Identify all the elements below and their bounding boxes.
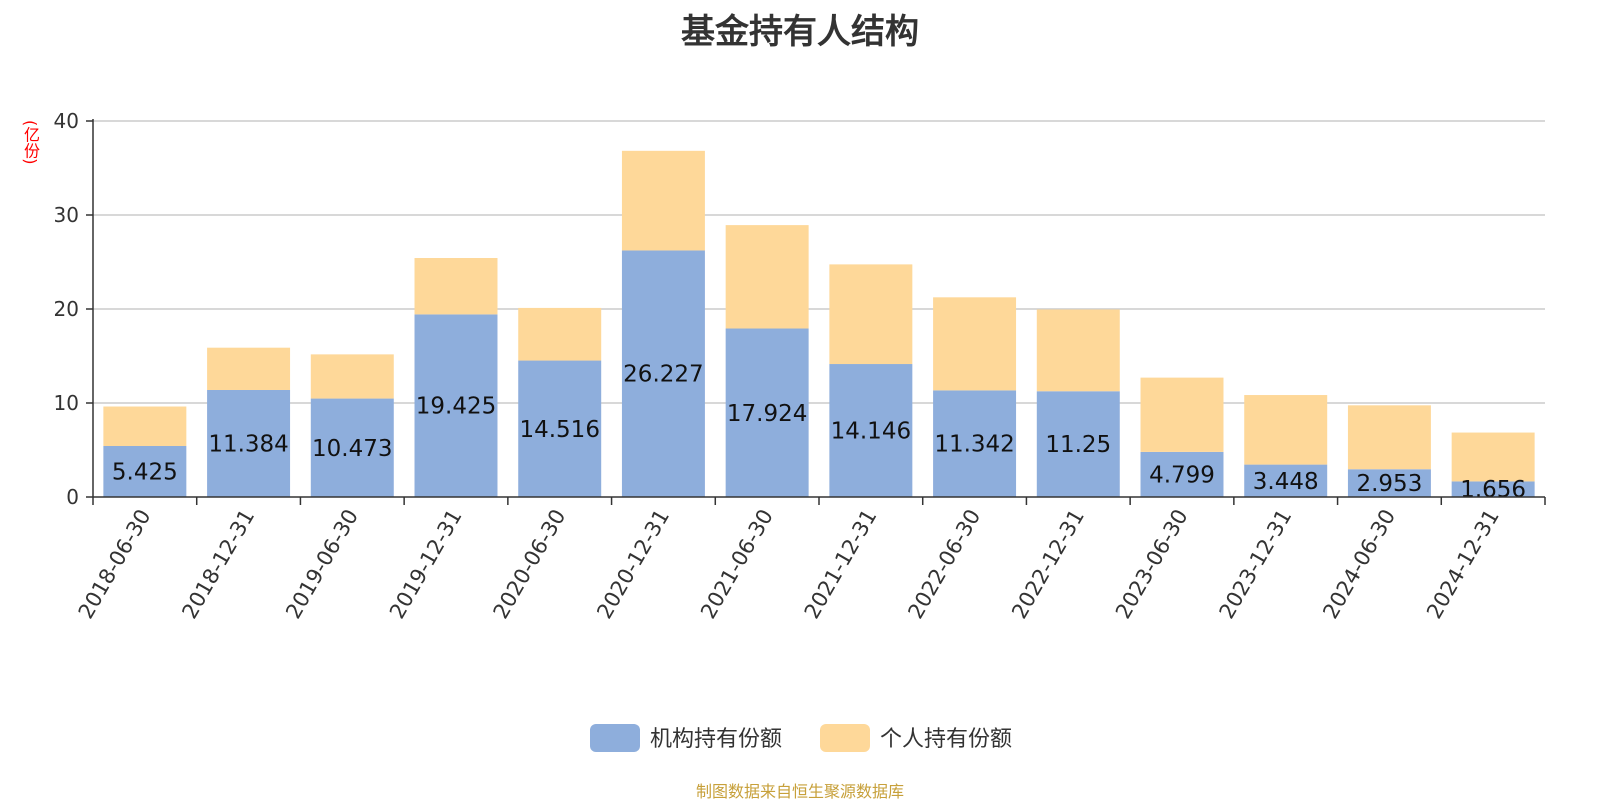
bar-individual [207,347,291,390]
bar-individual [725,225,809,329]
value-label: 11.25 [1045,432,1111,458]
value-labels: 5.425 11.384 10.473 19.425 14.516 26.227 17.92… [112,362,1526,503]
x-tick-label: 2018-12-31 [177,505,259,623]
value-label: 14.146 [831,419,911,445]
value-label: 4.799 [1149,462,1215,488]
bar-individual [933,297,1017,391]
x-tick-label: 2021-06-30 [696,505,778,623]
legend-label-institutional[interactable]: 机构持有份额 [650,727,782,752]
bars [103,150,1535,497]
value-label: 11.384 [208,431,288,457]
bar-individual [518,307,602,361]
x-tick-label: 2020-12-31 [592,505,674,623]
value-label: 19.425 [416,394,496,420]
bar-individual [310,354,394,399]
bar-individual [1451,432,1535,482]
bar-institutional [1036,391,1120,497]
data-source-note: 制图数据来自恒生聚源数据库 [695,782,904,801]
bar-institutional [1347,469,1431,497]
bar-institutional [1140,451,1224,497]
bar-institutional [207,389,291,497]
x-tick-label: 2019-06-30 [281,505,363,623]
chart-title: 基金持有人结构 [681,12,919,52]
value-label: 11.342 [934,432,1014,458]
value-label: 1.656 [1460,477,1526,503]
y-tick-label: 40 [54,109,79,133]
value-label: 10.473 [312,436,392,462]
bar-individual [621,150,705,251]
x-tick-label: 2021-12-31 [800,505,882,623]
bar-institutional [1244,464,1328,497]
x-tick-label: 2022-12-31 [1007,505,1089,623]
bar-individual [1036,309,1120,392]
bar-institutional [1451,481,1535,497]
value-label: 17.924 [727,401,807,427]
bar-individual [1244,395,1328,465]
stacked-bar-chart: 5.425 11.384 10.473 19.425 14.516 26.227 17.92… [54,109,1546,752]
value-label: 14.516 [519,417,599,443]
bar-institutional [310,398,394,497]
x-tick-label: 2019-12-31 [385,505,467,623]
bar-institutional [414,314,498,497]
y-axis-unit: (亿份) [21,120,40,165]
x-tick-label: 2024-12-31 [1422,505,1504,623]
value-label: 2.953 [1356,471,1422,497]
legend-swatch-institutional[interactable] [590,724,640,752]
x-tick-label: 2018-06-30 [74,505,156,623]
y-tick-label: 10 [54,391,79,415]
y-tick-label: 30 [54,203,79,227]
bar-institutional [518,360,602,497]
bar-individual [1140,377,1224,452]
value-label: 5.425 [112,460,178,486]
value-label: 3.448 [1253,469,1319,495]
bar-individual [1347,405,1431,470]
bar-institutional [621,250,705,497]
x-tick-label: 2024-06-30 [1318,505,1400,623]
bar-institutional [933,390,1017,497]
legend-swatch-individual[interactable] [820,724,870,752]
x-tick-label: 2023-06-30 [1111,505,1193,623]
x-tick-label: 2023-12-31 [1215,505,1297,623]
bar-individual [103,406,187,447]
legend-label-individual[interactable]: 个人持有份额 [880,727,1012,752]
y-tick-label: 0 [66,485,79,509]
bar-institutional [725,328,809,497]
x-tick-label: 2022-06-30 [903,505,985,623]
bar-individual [829,264,913,365]
bar-institutional [103,446,187,497]
bar-institutional [829,364,913,497]
y-tick-label: 20 [54,297,79,321]
legend[interactable]: 机构持有份额 个人持有份额 [590,724,1012,752]
x-tick-label: 2020-06-30 [489,505,571,623]
bar-individual [414,258,498,315]
value-label: 26.227 [623,362,703,388]
